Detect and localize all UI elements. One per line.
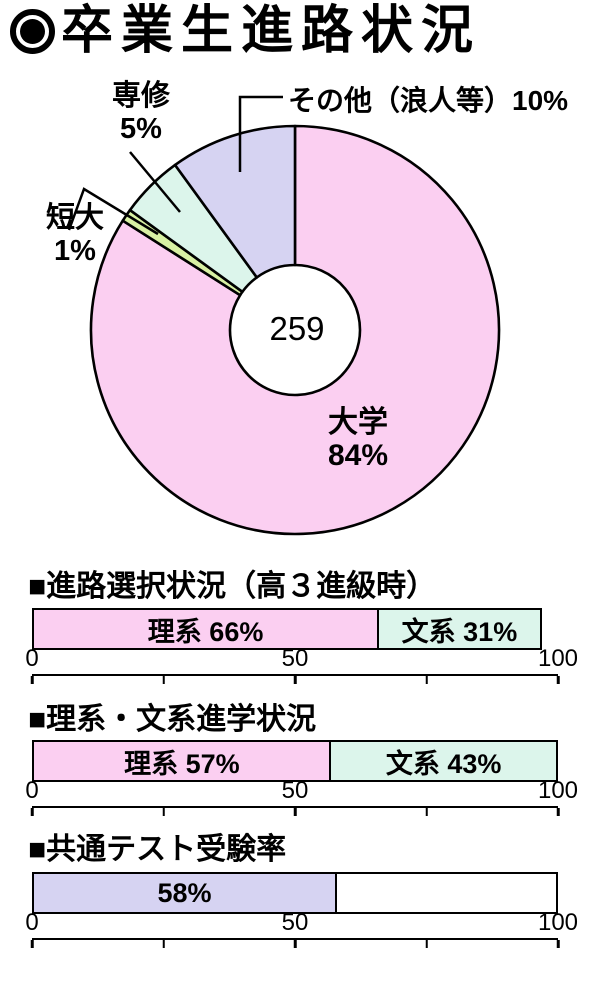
bar-chart-3-bar: 58% bbox=[32, 872, 558, 914]
donut-center-total: 259 bbox=[269, 310, 325, 347]
axis-tick bbox=[162, 808, 165, 816]
bar-chart-1-axis: 0 50 100 bbox=[25, 646, 578, 686]
axis-tick bbox=[425, 940, 428, 948]
axis-tick bbox=[556, 676, 560, 684]
slice-label-other: その他（浪人等）10% bbox=[288, 85, 569, 116]
axis-label: 50 bbox=[281, 909, 309, 936]
bar-chart-1-heading: ■進路選択状況（高３進級時） bbox=[28, 570, 437, 603]
bar-chart-2-bar: 理系 57% 文系 43% bbox=[32, 740, 558, 782]
axis-tick bbox=[425, 676, 428, 684]
axis-tick bbox=[293, 940, 297, 948]
axis-tick bbox=[30, 808, 34, 816]
donut-slice-vocational bbox=[128, 163, 259, 294]
axis-label: 0 bbox=[25, 777, 39, 804]
leader-line-other bbox=[238, 95, 283, 172]
slice-label-vocational: 専修 5% bbox=[111, 80, 170, 145]
bar-segment: 理系 57% bbox=[32, 740, 332, 782]
axis-label: 0 bbox=[25, 645, 39, 672]
slice-label-junior-college: 短大 1% bbox=[45, 202, 104, 267]
bar-chart-2-axis: 0 50 100 bbox=[25, 778, 578, 818]
page-title-text: 卒業生進路状況 bbox=[61, 2, 482, 60]
axis-tick bbox=[30, 940, 34, 948]
bar-chart-3-axis: 0 50 100 bbox=[25, 910, 578, 950]
slice-label-university: 大学 84% bbox=[327, 406, 389, 472]
bar-segment: 文系 43% bbox=[329, 740, 558, 782]
bar-chart-2-heading: ■理系・文系進学状況 bbox=[28, 703, 317, 736]
axis-tick bbox=[556, 808, 560, 816]
bar-chart-1-bar: 理系 66% 文系 31% bbox=[32, 608, 558, 650]
axis-label: 50 bbox=[281, 777, 309, 804]
axis-tick bbox=[293, 808, 297, 816]
bar-chart-3-heading: ■共通テスト受験率 bbox=[28, 833, 287, 866]
axis-tick bbox=[425, 808, 428, 816]
axis-label: 100 bbox=[537, 909, 579, 936]
axis-label: 100 bbox=[537, 777, 579, 804]
bar-segment-label: 文系 43% bbox=[385, 748, 502, 779]
bar-segment: 理系 66% bbox=[32, 608, 380, 650]
axis-tick bbox=[293, 676, 297, 684]
bar-segment: 文系 31% bbox=[376, 608, 543, 650]
axis-label: 0 bbox=[25, 909, 39, 936]
bar-segment-label: 文系 31% bbox=[401, 616, 518, 647]
axis-label: 50 bbox=[281, 645, 309, 672]
axis-tick bbox=[162, 940, 165, 948]
fisheye-bullet-icon bbox=[10, 8, 55, 54]
axis-tick bbox=[30, 676, 34, 684]
bar-segment: 58% bbox=[32, 872, 338, 914]
bar-segment-label: 理系 57% bbox=[124, 748, 240, 779]
donut-slice-other bbox=[173, 124, 297, 279]
axis-label: 100 bbox=[537, 645, 579, 672]
donut-slice-junior-college bbox=[121, 208, 244, 297]
bar-segment-label: 58% bbox=[157, 877, 212, 908]
axis-tick bbox=[556, 940, 560, 948]
page-title: 卒業生進路状況 bbox=[10, 5, 481, 57]
bar-segment-label: 理系 66% bbox=[147, 616, 264, 647]
leader-line-vocational bbox=[129, 151, 181, 213]
axis-tick bbox=[162, 676, 165, 684]
